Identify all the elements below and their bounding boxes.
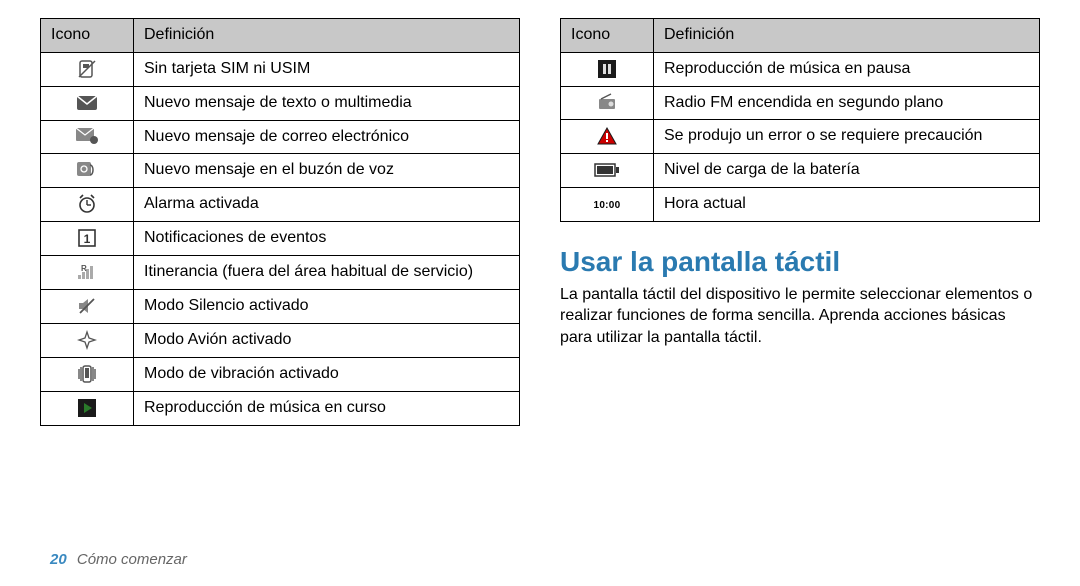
row-def: Nuevo mensaje en el buzón de voz — [134, 154, 520, 188]
table-row: Reproducción de música en curso — [41, 391, 520, 425]
sim-none-icon — [41, 52, 134, 86]
row-def: Itinerancia (fuera del área habitual de … — [134, 256, 520, 290]
row-def: Modo de vibración activado — [134, 357, 520, 391]
alarm-icon — [41, 188, 134, 222]
table-header-row: Icono Definición — [41, 19, 520, 53]
email-icon — [41, 120, 134, 154]
icon-table-left: Icono Definición Sin tarjeta SIM ni USIM — [40, 18, 520, 426]
table-row: Alarma activada — [41, 188, 520, 222]
table-row: Nuevo mensaje de correo electrónico — [41, 120, 520, 154]
chapter-title: Cómo comenzar — [77, 551, 187, 568]
row-def: Reproducción de música en pausa — [654, 52, 1040, 86]
table-row: Nivel de carga de la batería — [561, 154, 1040, 188]
table-row: Sin tarjeta SIM ni USIM — [41, 52, 520, 86]
row-def: Sin tarjeta SIM ni USIM — [134, 52, 520, 86]
roaming-icon: R — [41, 256, 134, 290]
table-row: R Itinerancia (fuera del área habitual d… — [41, 256, 520, 290]
page-footer: 20 Cómo comenzar — [50, 551, 187, 568]
row-def: Notificaciones de eventos — [134, 222, 520, 256]
page-root: Icono Definición Sin tarjeta SIM ni USIM — [0, 0, 1080, 586]
row-def: Radio FM encendida en segundo plano — [654, 86, 1040, 120]
table-row: Modo Silencio activado — [41, 289, 520, 323]
table-row: Radio FM encendida en segundo plano — [561, 86, 1040, 120]
radio-icon — [561, 86, 654, 120]
page-number: 20 — [50, 551, 67, 568]
section-body: La pantalla táctil del dispositivo le pe… — [560, 284, 1040, 349]
event-icon: 1 — [41, 222, 134, 256]
time-icon: 10:00 — [561, 187, 654, 221]
row-def: Modo Silencio activado — [134, 289, 520, 323]
two-column-layout: Icono Definición Sin tarjeta SIM ni USIM — [40, 18, 1040, 426]
play-icon — [41, 391, 134, 425]
row-def: Nivel de carga de la batería — [654, 154, 1040, 188]
svg-text:1: 1 — [84, 232, 91, 246]
warning-icon — [561, 120, 654, 154]
vibrate-icon — [41, 357, 134, 391]
left-column: Icono Definición Sin tarjeta SIM ni USIM — [40, 18, 520, 426]
header-icon-label: Icono — [41, 19, 134, 53]
row-def: Alarma activada — [134, 188, 520, 222]
table-row: 1 Notificaciones de eventos — [41, 222, 520, 256]
table-header-row: Icono Definición — [561, 19, 1040, 53]
battery-icon — [561, 154, 654, 188]
voicemail-icon — [41, 154, 134, 188]
row-def: Modo Avión activado — [134, 323, 520, 357]
time-text: 10:00 — [593, 200, 620, 211]
table-row: Se produjo un error o se requiere precau… — [561, 120, 1040, 154]
row-def: Nuevo mensaje de texto o multimedia — [134, 86, 520, 120]
icon-table-right: Icono Definición Reproducción de música … — [560, 18, 1040, 222]
sms-icon — [41, 86, 134, 120]
right-column: Icono Definición Reproducción de música … — [560, 18, 1040, 426]
row-def: Se produjo un error o se requiere precau… — [654, 120, 1040, 154]
row-def: Reproducción de música en curso — [134, 391, 520, 425]
silent-icon — [41, 289, 134, 323]
header-def-label: Definición — [134, 19, 520, 53]
section-heading: Usar la pantalla táctil — [560, 246, 1040, 278]
table-row: Modo de vibración activado — [41, 357, 520, 391]
table-row: Nuevo mensaje de texto o multimedia — [41, 86, 520, 120]
row-def: Nuevo mensaje de correo electrónico — [134, 120, 520, 154]
table-row: 10:00 Hora actual — [561, 187, 1040, 221]
header-def-label: Definición — [654, 19, 1040, 53]
row-def: Hora actual — [654, 187, 1040, 221]
table-row: Modo Avión activado — [41, 323, 520, 357]
pause-icon — [561, 52, 654, 86]
airplane-icon — [41, 323, 134, 357]
table-row: Reproducción de música en pausa — [561, 52, 1040, 86]
header-icon-label: Icono — [561, 19, 654, 53]
table-row: Nuevo mensaje en el buzón de voz — [41, 154, 520, 188]
svg-text:R: R — [81, 264, 87, 273]
